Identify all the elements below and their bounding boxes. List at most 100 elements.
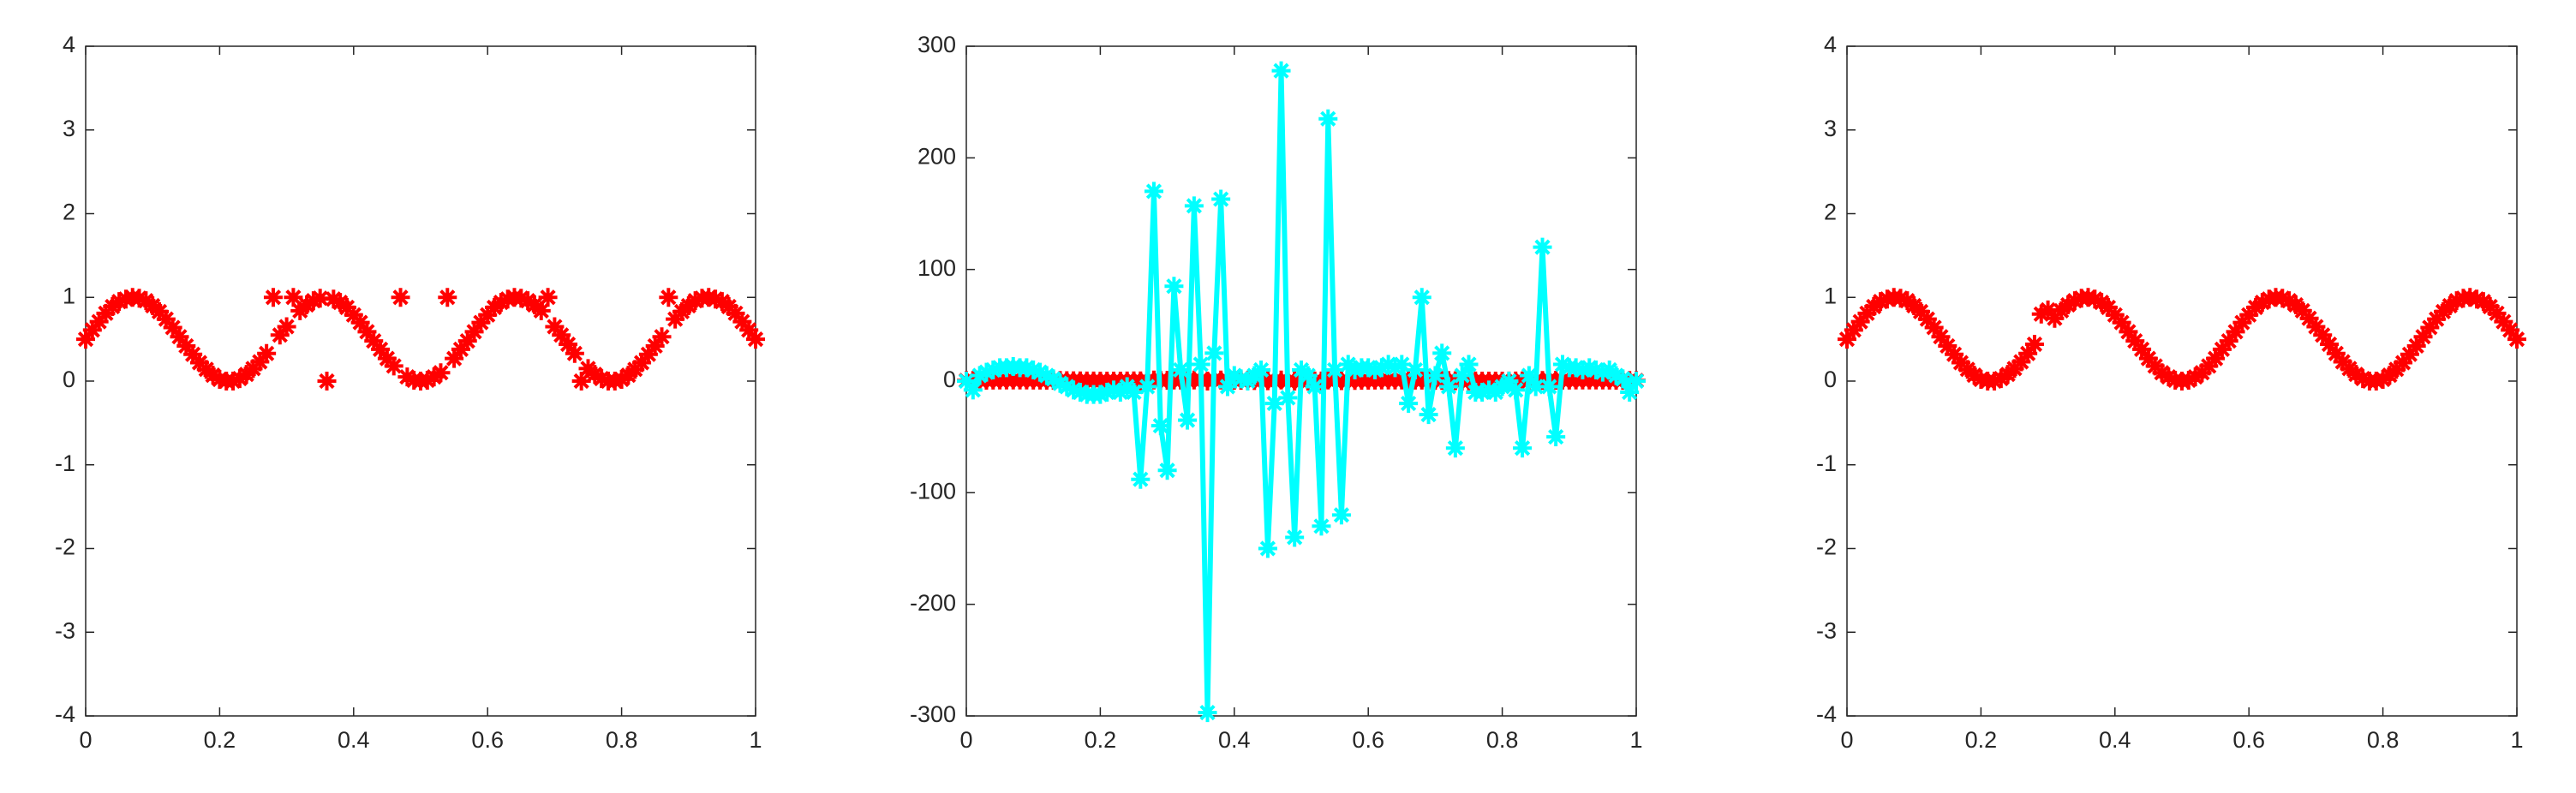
marker: [270, 325, 290, 345]
y-tick-label: 2: [1824, 200, 1837, 225]
marker: [1171, 360, 1191, 379]
marker: [2326, 343, 2346, 363]
y-tick-label: -1: [1816, 450, 1837, 476]
marker: [2406, 336, 2426, 355]
marker: [1164, 277, 1184, 296]
marker: [531, 301, 551, 320]
marker: [350, 313, 370, 332]
marker: [585, 365, 605, 385]
marker: [1017, 358, 1037, 378]
marker: [2494, 312, 2513, 331]
marker: [310, 289, 330, 308]
marker: [2212, 339, 2232, 359]
marker: [2065, 291, 2084, 311]
series: [76, 288, 765, 391]
marker: [1211, 189, 1231, 209]
marker: [2306, 317, 2326, 337]
x-tick-label: 1: [749, 727, 762, 753]
marker: [2185, 367, 2205, 387]
marker: [1405, 360, 1425, 379]
marker: [719, 297, 738, 317]
marker: [1566, 358, 1586, 378]
y-tick-label: -2: [55, 534, 75, 560]
marker: [457, 331, 477, 351]
marker: [284, 288, 303, 307]
marker: [1991, 369, 2011, 389]
marker: [324, 289, 344, 309]
x-tick-label: 0.6: [2232, 727, 2265, 753]
marker: [1151, 416, 1170, 436]
marker: [364, 331, 384, 351]
y-tick-label: 3: [1824, 116, 1837, 141]
marker: [1985, 372, 2005, 391]
marker: [1359, 358, 1378, 378]
series: [957, 61, 1646, 723]
marker: [2413, 327, 2433, 347]
marker: [1513, 438, 1533, 458]
marker: [2132, 339, 2152, 359]
subplot: 0 0.2 0.4 0.6 0.8 1 -4 -3 -2 -1 0 1 2 3 4: [1816, 32, 2526, 753]
marker: [2427, 309, 2447, 329]
marker: [1613, 369, 1633, 389]
x-tick-label: 0.6: [471, 727, 504, 753]
marker: [1178, 410, 1198, 430]
marker: [2273, 289, 2292, 308]
marker: [2346, 365, 2366, 385]
marker: [732, 312, 752, 331]
marker: [518, 291, 538, 311]
marker: [391, 288, 410, 307]
marker: [96, 303, 116, 323]
marker: [559, 334, 578, 354]
x-tick-label: 0.8: [2367, 727, 2400, 753]
marker: [357, 322, 377, 342]
marker: [250, 352, 270, 372]
marker: [150, 301, 170, 321]
marker: [1138, 377, 1157, 396]
marker: [344, 305, 363, 325]
marker: [471, 313, 491, 332]
marker: [2313, 325, 2333, 345]
marker: [1024, 360, 1043, 379]
marker: [1258, 539, 1277, 558]
marker: [337, 297, 356, 317]
marker: [2138, 349, 2158, 368]
x-tick-label: 0.2: [1965, 727, 1998, 753]
marker: [666, 309, 685, 329]
marker: [1252, 360, 1271, 379]
marker: [1587, 360, 1606, 379]
marker: [571, 372, 591, 391]
marker: [1924, 318, 1944, 337]
marker: [1412, 288, 1431, 307]
marker: [2192, 363, 2212, 383]
marker: [1318, 109, 1338, 128]
marker: [1157, 461, 1177, 480]
marker: [2252, 293, 2272, 313]
marker: [2219, 331, 2238, 351]
marker: [706, 289, 726, 309]
marker: [552, 325, 571, 345]
marker: [2239, 305, 2259, 325]
marker: [1917, 309, 1937, 329]
y-tick-label: 1: [1824, 283, 1837, 308]
marker: [189, 353, 209, 373]
marker: [1439, 377, 1459, 396]
marker: [2031, 304, 2051, 324]
marker: [565, 343, 584, 363]
marker: [1951, 353, 1970, 373]
marker: [1037, 366, 1056, 385]
marker: [1392, 355, 1412, 374]
y-tick-label: 4: [1824, 32, 1837, 57]
marker: [2098, 297, 2118, 317]
marker: [1378, 355, 1398, 374]
marker: [1850, 312, 1870, 331]
marker: [638, 344, 658, 364]
y-tick-label: -200: [910, 590, 956, 616]
marker: [2045, 308, 2065, 328]
y-tick-label: 200: [917, 143, 956, 169]
marker: [2373, 370, 2393, 390]
marker: [2232, 313, 2252, 332]
marker: [203, 366, 223, 385]
marker: [2024, 334, 2044, 354]
marker: [1871, 292, 1891, 312]
